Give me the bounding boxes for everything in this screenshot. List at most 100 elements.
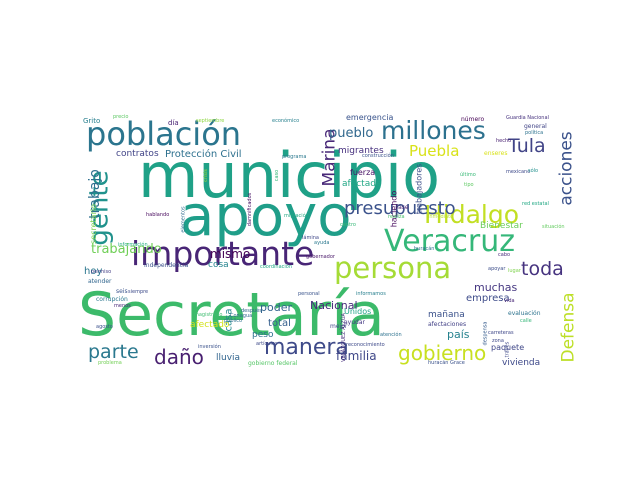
word-dia: día — [168, 119, 179, 127]
word-zona: zona — [492, 338, 504, 344]
word-inversion: inversión — [198, 344, 221, 350]
word-fase: fase — [396, 204, 409, 211]
word-carreteras: carreteras — [488, 330, 514, 336]
word-afectada: afectada — [342, 179, 382, 189]
word-grito: Grito — [83, 117, 101, 125]
word-hecho: hecho — [496, 138, 512, 144]
word-contratos: contratos — [116, 149, 159, 159]
word-familia: familia — [336, 349, 377, 363]
word-empresa: empresa — [466, 293, 510, 304]
word-traves: través — [504, 341, 511, 358]
word-persona: persona — [334, 251, 452, 285]
word-informacion: información — [118, 242, 148, 248]
word-general: general — [524, 123, 547, 130]
word-tula: Tula — [508, 135, 546, 157]
word-trabajadores: trabajadores — [414, 163, 424, 215]
word-publico: público — [224, 318, 243, 324]
word-puebla: Puebla — [409, 142, 460, 160]
word-migrantes: migrantes — [338, 146, 384, 156]
word-despues: después — [241, 308, 262, 314]
word-trabajando: trabajando — [91, 242, 162, 257]
word-siempre: siempre — [128, 289, 149, 295]
word-independencia: Independencia — [144, 262, 189, 269]
word-mejor: mejor — [330, 323, 348, 330]
word-bienestar: Bienestar — [480, 221, 523, 231]
word-migracion: migración — [284, 213, 309, 219]
word-presupuesto: presupuesto — [344, 198, 456, 219]
word-crisis: crisis — [202, 169, 209, 182]
word-economico: económico — [272, 118, 300, 124]
word-articulos: artículos — [256, 341, 278, 347]
word-caso: caso — [274, 169, 281, 182]
word-mismo: mismo — [210, 247, 251, 261]
word-magistrado: magistrado — [194, 312, 223, 318]
word-nacional: Nacional — [310, 299, 358, 312]
word-poder: poder — [260, 301, 292, 314]
word-reconocimiento: reconocimiento — [346, 342, 385, 348]
word-conagua: Conagua — [230, 313, 253, 319]
word-realiza: realiza — [388, 214, 405, 220]
word-hoy: hoy — [84, 266, 103, 277]
word-septiembre: septiembre — [196, 118, 225, 124]
word-ultimo: último — [460, 172, 476, 178]
word-inmediato: inmediato — [428, 214, 454, 220]
word-calle: calle — [520, 318, 532, 324]
word-lamina: lámina — [302, 235, 319, 241]
word-toda: toda — [521, 258, 564, 280]
word-menos: menos — [114, 303, 131, 309]
word-unidos: Unidos — [344, 307, 372, 316]
word-afectado: afectado — [190, 320, 230, 330]
word-poblacion: población — [86, 115, 242, 153]
word-solo: sólo — [528, 168, 539, 174]
word-total: total — [268, 318, 291, 329]
word-centro: centro — [340, 222, 356, 228]
word-ayuda: ayuda — [314, 240, 330, 246]
word-tipo: tipo — [464, 182, 474, 188]
word-red-estatal: red estatal — [522, 201, 549, 207]
word-huracan: huracán — [414, 246, 435, 252]
word-huracan-grace: huracán Grace — [428, 360, 465, 366]
word-secretaria: Secretaría — [78, 280, 385, 350]
word-cloud: Secretaría municipio apoyo importante po… — [76, 107, 576, 372]
word-apoyo: apoyo — [180, 184, 352, 249]
word-pueblo: pueblo — [329, 126, 374, 141]
word-seis: seis — [116, 288, 128, 295]
word-lluvia: lluvia — [216, 353, 241, 363]
word-afectaciones: afectaciones — [428, 321, 467, 328]
word-apoyar: apoyar — [488, 266, 506, 272]
word-pais: país — [447, 328, 470, 341]
word-defensa: Defensa — [558, 292, 576, 363]
word-precio: precio — [113, 114, 129, 120]
word-coordinacion: coordinación — [260, 264, 292, 270]
word-muchas: muchas — [474, 281, 518, 294]
word-evaluacion: evaluación — [508, 310, 541, 317]
word-politica: política — [525, 130, 544, 136]
word-construccion: construcción — [362, 153, 394, 159]
word-permiso: permiso — [91, 269, 112, 275]
word-programa: programa — [282, 154, 307, 160]
word-problema: problema — [98, 360, 122, 366]
word-atencion: atención — [380, 332, 402, 338]
word-proteccion-civil: Protección Civil — [165, 149, 242, 160]
word-acciones: acciones — [556, 131, 576, 206]
word-parte: parte — [88, 341, 139, 363]
word-secretario: secretario — [88, 204, 98, 244]
word-informamos: informamos — [356, 291, 386, 297]
word-elementos: elementos — [180, 206, 187, 233]
word-ayudar: ayudar — [344, 319, 365, 326]
word-numero: número — [461, 116, 485, 123]
word-cosa: cosa — [208, 260, 229, 270]
word-enseres: enseres — [484, 150, 508, 157]
word-personal: personal — [298, 291, 320, 297]
word-emergencia: emergencia — [346, 113, 394, 122]
word-importante: importante — [131, 234, 315, 273]
word-veracruz: Veracruz — [384, 224, 515, 259]
word-hidalgo: Hidalgo — [424, 200, 520, 229]
word-peso: peso — [252, 330, 274, 340]
word-mexicano: mexicano — [506, 169, 531, 175]
word-atender: atender — [88, 278, 112, 285]
word-paquete: paquete — [491, 343, 525, 352]
word-corrupcion: corrupción — [96, 296, 128, 303]
word-millones: millones — [381, 116, 486, 145]
word-dano: daño — [154, 345, 204, 369]
